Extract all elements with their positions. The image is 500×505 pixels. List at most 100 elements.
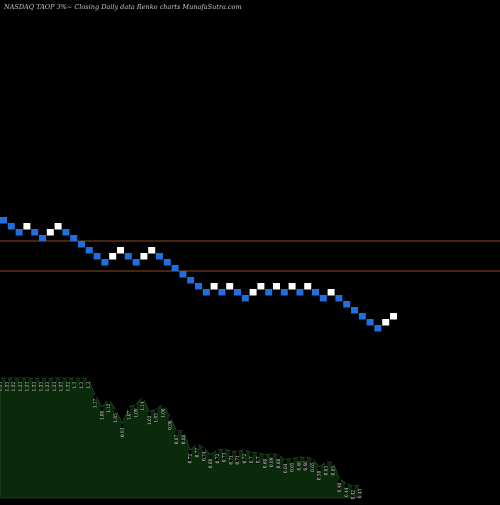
renko-brick-down xyxy=(101,259,109,266)
renko-brick-down xyxy=(343,301,351,308)
renko-brick-down xyxy=(280,289,288,296)
volume-label: 1.32 xyxy=(65,382,70,392)
volume-bar xyxy=(358,484,362,499)
renko-brick-up xyxy=(117,247,124,254)
volume-label: 1.33 xyxy=(31,382,36,392)
renko-brick-up xyxy=(109,253,117,260)
volume-bar xyxy=(121,423,124,434)
renko-brick-down xyxy=(187,277,195,284)
volume-bar xyxy=(107,399,110,409)
volume-label: 1.3 xyxy=(72,382,77,389)
renko-brick-down xyxy=(265,289,273,296)
volume-label: 0.72 xyxy=(188,454,193,464)
volume-label: 0.65 xyxy=(290,462,295,472)
renko-brick-down xyxy=(0,217,7,224)
volume-label: 1.33 xyxy=(18,382,23,392)
volume-bar xyxy=(39,378,42,386)
volume-bar xyxy=(32,378,36,386)
volume-bar xyxy=(53,378,56,386)
volume-label: 0.68 xyxy=(276,458,281,468)
renko-brick-down xyxy=(93,253,101,260)
volume-label: 0.98 xyxy=(167,420,172,430)
renko-brick-down xyxy=(374,325,382,332)
renko-brick-down xyxy=(70,235,78,242)
chart-title: NASDAQ TAOP 3%~ Closing Daily data Renko… xyxy=(3,3,242,11)
volume-label: 1.14 xyxy=(140,401,145,411)
volume-label: 0.68 xyxy=(208,458,213,468)
volume-label: 0.72 xyxy=(215,454,220,464)
volume-bar xyxy=(175,430,178,442)
volume-bar xyxy=(222,448,226,461)
volume-bar xyxy=(345,483,348,497)
volume-bar xyxy=(324,462,328,475)
renko-brick-up xyxy=(140,253,148,260)
renko-brick-up xyxy=(382,319,390,326)
volume-bar xyxy=(352,486,355,500)
volume-bar xyxy=(0,378,2,386)
volume-bar xyxy=(59,378,63,386)
volume-bar xyxy=(80,378,83,386)
volume-label: 1.17 xyxy=(93,398,98,408)
volume-label: 0.7 xyxy=(256,456,261,463)
volume-bar xyxy=(87,378,90,386)
volume-bar xyxy=(243,450,246,462)
volume-bar xyxy=(19,378,22,386)
renko-brick-up xyxy=(288,283,296,290)
volume-label: 0.69 xyxy=(269,457,274,467)
volume-label: 0.87 xyxy=(174,434,179,444)
renko-brick-down xyxy=(62,229,70,236)
volume-bar xyxy=(318,466,321,480)
renko-brick-up xyxy=(210,283,218,290)
volume-bar xyxy=(148,411,151,422)
renko-brick-down xyxy=(296,289,304,296)
volume-label: 1.06 xyxy=(161,408,166,418)
volume-label: 1.09 xyxy=(133,408,138,418)
volume-bar xyxy=(93,394,97,404)
renko-brick-down xyxy=(195,283,202,290)
volume-label: 0.71 xyxy=(235,455,240,465)
volume-label: 0.43 xyxy=(358,488,363,498)
renko-brick-down xyxy=(179,271,187,278)
volume-label: 0.74 xyxy=(201,451,206,461)
volume-bar xyxy=(134,404,138,414)
volume-bar xyxy=(114,409,117,419)
volume-bar xyxy=(141,397,144,407)
volume-label: 0.66 xyxy=(303,461,308,471)
renko-brick-up xyxy=(54,223,62,230)
renko-brick-down xyxy=(319,295,327,302)
volume-panel: 1.33 1.33 1.32 1.33 1.33 1.33 1.33 1.33 1.33 1.33… xyxy=(0,377,363,500)
volume-bar xyxy=(290,458,294,471)
volume-label: 1.3 xyxy=(79,382,84,389)
renko-brick-down xyxy=(39,235,46,242)
volume-bar xyxy=(229,451,233,463)
renko-brick-down xyxy=(15,229,23,236)
volume-label: 1.06 xyxy=(99,410,104,420)
volume-bar xyxy=(195,444,199,456)
volume-bar xyxy=(12,378,15,386)
volume-label: 0.48 xyxy=(337,482,342,492)
renko-brick-up xyxy=(148,247,156,254)
volume-bar xyxy=(256,452,260,465)
volume-label: 0.63 xyxy=(324,466,329,476)
renko-brick-down xyxy=(241,295,249,302)
renko-brick-up xyxy=(273,283,280,290)
renko-brick-up xyxy=(249,289,257,296)
volume-bar xyxy=(46,378,49,386)
volume-label: 0.58 xyxy=(317,470,322,480)
renko-brick-down xyxy=(85,247,93,254)
renko-brick-up xyxy=(23,223,31,230)
volume-label: 0.65 xyxy=(330,466,335,476)
volume-label: 1.33 xyxy=(4,382,9,392)
renko-brick-down xyxy=(156,253,163,260)
renko-brick-down xyxy=(163,259,171,266)
renko-brick-down xyxy=(358,313,366,320)
renko-brick-down xyxy=(202,289,210,296)
volume-label: 1.03 xyxy=(154,413,159,423)
renko-brick-down xyxy=(351,307,358,314)
volume-label: 1.32 xyxy=(11,382,16,392)
volume-bar xyxy=(155,409,158,419)
renko-brick-up xyxy=(390,313,397,320)
volume-bar xyxy=(338,478,341,492)
volume-bar xyxy=(161,404,165,414)
volume-bar xyxy=(209,454,212,467)
